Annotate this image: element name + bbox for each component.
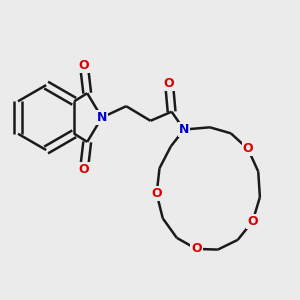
Text: O: O	[164, 76, 174, 90]
Text: O: O	[243, 142, 253, 155]
Text: O: O	[79, 59, 89, 72]
Text: O: O	[79, 163, 89, 176]
Text: N: N	[97, 111, 107, 124]
Text: O: O	[191, 242, 202, 255]
Text: N: N	[179, 123, 189, 136]
Text: O: O	[247, 215, 258, 228]
Text: O: O	[151, 187, 162, 200]
